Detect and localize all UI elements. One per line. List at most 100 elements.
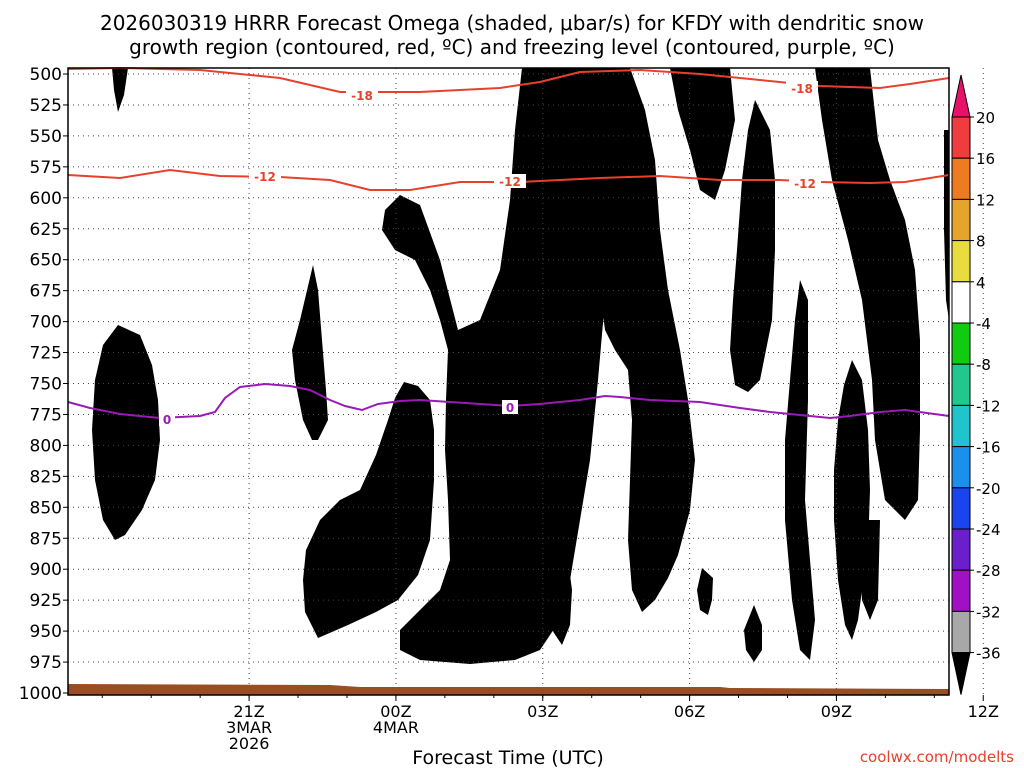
colorbar-label: 4 — [976, 274, 986, 292]
y-tick-label: 925 — [30, 591, 62, 611]
dendritic-contour-minus18 — [67, 66, 950, 93]
omega-region-teal-11Z — [846, 430, 858, 530]
x-tick-label: 21Z — [233, 702, 264, 721]
y-tick-label: 675 — [30, 282, 62, 302]
y-tick-label: 550 — [30, 127, 62, 147]
x-tick-label: 3MAR — [226, 718, 272, 737]
contour-label-minus12-b: -12 — [499, 175, 521, 189]
omega-region-green-left — [92, 325, 160, 540]
omega-region-teal-left-core — [114, 395, 125, 462]
y-tick-label: 800 — [30, 436, 62, 456]
x-tick-label: 4MAR — [373, 718, 419, 737]
y-tick-label: 500 — [30, 65, 62, 85]
contour-label-bg — [159, 412, 175, 426]
omega-region-cyan-06Z-core — [600, 80, 628, 220]
y-tick-label: 650 — [30, 251, 62, 271]
colorbar-label: -4 — [976, 315, 991, 333]
omega-region-teal-09Z — [745, 180, 758, 290]
colorbar-segment — [951, 281, 971, 324]
colorbar-segment — [951, 404, 971, 448]
colorbar-segment — [951, 487, 971, 530]
colorbar: 20 16 12 8 4 -4 -8 -12 -16 -20 -24 -28 -32 -36 — [951, 74, 1001, 695]
dotted-gridlines — [68, 68, 984, 695]
y-tick-label: 750 — [30, 375, 62, 395]
y-tick-label: 900 — [30, 560, 62, 580]
omega-region-teal-06Z-lower — [650, 430, 672, 550]
omega-region-orange-upper-right-a — [690, 68, 724, 150]
omega-region-green-small-09Z — [744, 605, 762, 662]
x-tick-label: 2026 — [229, 734, 270, 753]
y-tick-label: 775 — [30, 405, 62, 425]
contour-label-bg — [346, 88, 378, 102]
colorbar-label: -24 — [976, 521, 1001, 539]
contour-label-bg — [502, 400, 518, 414]
omega-region-dark-orange-core — [540, 70, 572, 260]
credit-text: coolwx.com/modelts — [860, 748, 1014, 766]
contour-label-minus18-b: -18 — [791, 82, 813, 96]
y-tick-label: 625 — [30, 220, 62, 240]
omega-region-green-near-00Z — [292, 265, 328, 440]
y-tick-label: 700 — [30, 313, 62, 333]
y-tick-label: 875 — [30, 529, 62, 549]
omega-region-green-right-edge — [944, 130, 949, 320]
omega-region-red-core — [553, 85, 562, 140]
y-tick-label: 975 — [30, 653, 62, 673]
contour-labels: -18 -18 -12 -12 -12 0 0 — [159, 81, 821, 427]
colorbar-segment — [951, 116, 971, 159]
x-axis-title: Forecast Time (UTC) — [412, 747, 603, 768]
y-tick-label: 1000 — [19, 684, 62, 704]
colorbar-segment — [951, 610, 971, 654]
pressure-axis: 500 525 550 575 600 625 650 675 700 725 750 775 800 8… — [19, 65, 68, 704]
contour-label-minus12-c: -12 — [794, 177, 816, 191]
y-tick-label: 850 — [30, 498, 62, 518]
colorbar-label: 12 — [976, 191, 995, 209]
colorbar-label: 20 — [976, 109, 995, 127]
colorbar-segment — [951, 198, 971, 242]
colorbar-label: -20 — [976, 480, 1001, 498]
omega-region-yellow-right-b — [815, 68, 920, 520]
x-tick-label: 06Z — [674, 702, 705, 721]
contour-label-bg — [786, 81, 818, 95]
colorbar-label: -32 — [976, 603, 1001, 621]
y-tick-label: 725 — [30, 344, 62, 364]
colorbar-segment — [951, 446, 971, 489]
colorbar-top-arrow — [951, 74, 971, 118]
contour-label-minus18-a: -18 — [351, 89, 373, 103]
colorbar-segment — [951, 322, 971, 365]
colorbar-segment — [951, 528, 971, 571]
omega-region-yellow-small-07Z — [697, 568, 713, 615]
y-tick-label: 950 — [30, 622, 62, 642]
colorbar-label: -16 — [976, 439, 1001, 457]
colorbar-label: -8 — [976, 356, 991, 374]
ground-surface — [68, 684, 949, 695]
omega-region-cyan-low-01Z-core — [342, 520, 402, 592]
x-tick-label: 03Z — [527, 702, 558, 721]
contour-label-bg — [494, 174, 526, 188]
x-tick-label: 12Z — [968, 702, 999, 721]
omega-region-green-upper-left — [112, 68, 128, 112]
y-tick-label: 525 — [30, 96, 62, 116]
plot-frame — [67, 67, 950, 696]
freezing-level-label-b: 0 — [506, 401, 514, 415]
omega-region-orange-right-c — [890, 250, 912, 460]
colorbar-label: -28 — [976, 562, 1001, 580]
omega-region-orange-small-low — [448, 550, 472, 630]
colorbar-label: -36 — [976, 645, 1001, 663]
omega-region-yellow-thin-a — [785, 280, 815, 660]
x-tick-label: 09Z — [821, 702, 852, 721]
x-tick-label: 00Z — [380, 702, 411, 721]
omega-region-dark-orange-upper-right — [697, 68, 718, 105]
y-tick-label: 600 — [30, 189, 62, 209]
y-tick-label: 825 — [30, 467, 62, 487]
colorbar-segment — [951, 240, 971, 283]
colorbar-segment — [951, 363, 971, 406]
freezing-level-contour — [67, 382, 950, 420]
omega-region-green-small-05Z — [548, 517, 572, 645]
freezing-level-label-a: 0 — [163, 413, 171, 427]
chart-title-line-2: growth region (contoured, red, ºC) and f… — [129, 35, 895, 59]
colorbar-label: 8 — [976, 233, 986, 251]
colorbar-segment — [951, 157, 971, 200]
colorbar-label: -12 — [976, 397, 1001, 415]
